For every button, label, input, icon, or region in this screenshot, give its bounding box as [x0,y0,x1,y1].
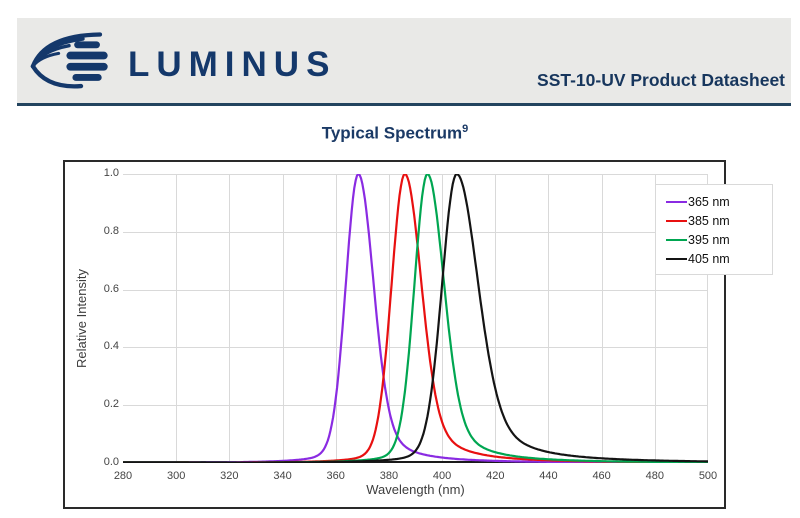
y-tick-label: 0.0 [103,456,119,468]
v-gridline [654,174,656,461]
legend-item-405-nm: 405 nm [666,249,766,268]
v-gridline [548,174,550,461]
v-gridline [335,174,337,461]
x-tick-label: 300 [166,470,186,482]
spectrum-chart: Relative Intensity 365 nm 385 nm 395 nm 405… [63,160,773,509]
v-gridline [601,174,603,461]
legend-label: 385 nm [688,213,730,228]
x-tick-label: 440 [539,470,558,482]
x-tick-label: 380 [379,470,399,482]
y-tick-label: 0.2 [103,398,119,411]
curve-405-nm [123,174,708,463]
h-gridline [123,405,708,407]
legend-label: 365 nm [688,194,730,209]
y-tick-label: 1.0 [103,167,119,179]
luminus-logo: LUMINUS [26,29,336,95]
x-tick-label: 400 [432,470,452,482]
y-tick-label: 0.6 [103,282,119,295]
plot-area: 365 nm 385 nm 395 nm 405 nm [123,174,773,463]
h-gridline [123,174,708,175]
y-tick-label: 0.8 [103,224,119,237]
x-tick-label: 500 [698,470,718,482]
legend-label: 405 nm [688,251,730,266]
legend-swatch [666,257,687,260]
chart-title: Typical Spectrum9 [0,123,790,144]
spectrum-curves [123,174,708,463]
chart-title-footnote: 9 [462,123,469,135]
legend-swatch [666,219,687,222]
document-title: SST-10-UV Product Datasheet [537,70,785,90]
header: LUMINUS SST-10-UV Product Datasheet [17,18,791,106]
legend-swatch [666,238,687,241]
y-axis-title: Relative Intensity [73,269,89,368]
x-tick-label: 320 [220,470,239,482]
legend-item-385-nm: 385 nm [666,211,766,230]
v-gridline [707,174,708,461]
x-tick-label: 460 [592,470,611,482]
legend: 365 nm 385 nm 395 nm 405 nm [655,184,773,275]
luminus-wordmark: LUMINUS [128,45,337,84]
v-gridline [229,174,231,461]
x-tick-label: 360 [326,470,345,482]
v-gridline [442,174,444,461]
x-tick-label: 340 [273,470,292,482]
h-gridline [123,347,708,349]
legend-item-395-nm: 395 nm [666,230,766,249]
v-gridline [176,174,178,461]
y-tick-label: 0.4 [103,340,119,353]
chart-title-text: Typical Spectrum [321,123,463,143]
luminus-fan-globe-icon [30,32,108,89]
v-gridline [495,174,497,461]
legend-item-365-nm: 365 nm [666,192,766,211]
curve-385-nm [123,174,708,463]
h-gridline [123,289,708,291]
v-gridline [282,174,284,461]
legend-label: 395 nm [688,232,730,247]
x-axis-title: Wavelength (nm) [366,482,465,497]
x-tick-label: 280 [113,470,133,482]
legend-swatch [666,200,687,203]
x-tick-label: 480 [645,470,664,482]
x-tick-label: 420 [486,470,505,482]
